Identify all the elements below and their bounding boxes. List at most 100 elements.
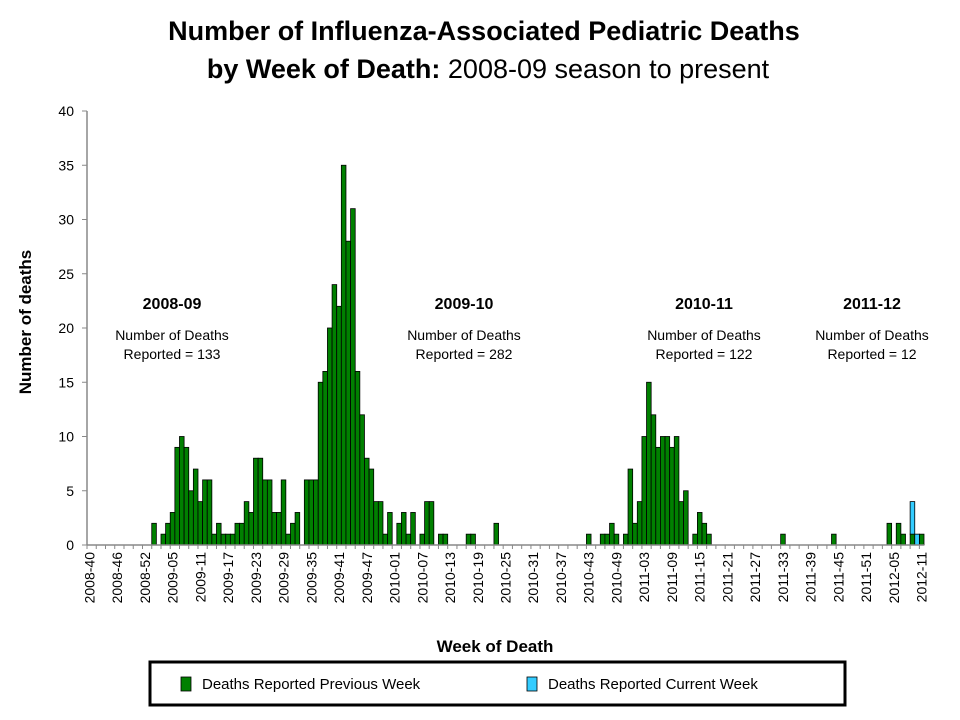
x-tick-label: 2012-05 xyxy=(886,552,902,604)
x-tick-label: 2010-01 xyxy=(387,552,403,604)
bar-previous-week-2010-51 xyxy=(623,533,629,546)
season-deaths-label: Number of Deaths xyxy=(115,327,229,343)
bar-previous-week-2009-30 xyxy=(285,533,291,546)
x-tick-label: 2010-43 xyxy=(581,552,597,604)
bar-previous-week-2009-51 xyxy=(382,533,388,546)
bar-previous-week-2009-17 xyxy=(225,533,231,546)
bar-previous-week-2009-13 xyxy=(206,479,213,546)
bar-previous-week-2009-50 xyxy=(377,501,384,546)
bar-previous-week-2009-25 xyxy=(262,479,268,546)
bar-previous-week-2009-35 xyxy=(308,479,314,546)
season-deaths-count: Reported = 133 xyxy=(124,346,221,362)
bar-previous-week-2010-12 xyxy=(442,533,449,546)
bar-previous-week-2011-03 xyxy=(641,436,647,546)
x-tick-label: 2008-46 xyxy=(109,552,125,604)
bar-previous-week-2010-03 xyxy=(401,512,407,546)
bar-previous-week-2009-20 xyxy=(239,522,245,546)
x-tick-label: 2009-05 xyxy=(165,552,181,604)
bar-previous-week-2009-12 xyxy=(202,479,208,546)
bar-previous-week-2009-16 xyxy=(220,533,227,546)
bar-previous-week-2010-09 xyxy=(428,501,435,546)
bar-previous-week-2009-01 xyxy=(151,522,157,546)
season-label-2009-10: 2009-10 xyxy=(435,296,494,313)
bar-previous-week-2010-11 xyxy=(438,533,444,546)
bar-previous-week-2009-34 xyxy=(303,479,310,546)
annotations-group: 2008-09 Number of Deaths Reported = 133 200… xyxy=(115,296,929,362)
bar-previous-week-2011-14 xyxy=(692,533,698,546)
bar-previous-week-2010-23 xyxy=(493,522,499,546)
legend-box xyxy=(148,660,847,707)
bar-previous-week-2010-49 xyxy=(613,533,620,546)
bar-previous-week-2009-27 xyxy=(271,512,277,546)
bar-previous-week-2011-08 xyxy=(664,436,671,546)
x-tick-label: 2010-13 xyxy=(442,552,458,604)
chart-title-line2-normal: 2008-09 season to present xyxy=(440,54,769,84)
y-axis-label: Number of deaths xyxy=(16,250,35,395)
bar-previous-week-2009-08 xyxy=(183,446,190,546)
x-tick-label: 2009-47 xyxy=(359,552,375,604)
bar-previous-week-2011-01 xyxy=(632,522,638,546)
bar-previous-week-2009-23 xyxy=(253,457,259,546)
bar-previous-week-2009-28 xyxy=(276,512,282,546)
x-tick-label: 2011-03 xyxy=(636,552,652,603)
bar-previous-week-2010-48 xyxy=(609,522,615,546)
bar-previous-week-2012-04 xyxy=(886,522,893,546)
legend-label-previous-week: Deaths Reported Previous Week xyxy=(202,676,421,693)
x-tick-label: 2011-21 xyxy=(719,552,735,603)
bar-previous-week-2009-14 xyxy=(211,533,217,546)
x-tick-label: 2011-09 xyxy=(664,552,680,603)
season-deaths-count: Reported = 282 xyxy=(416,346,513,362)
x-tick-label: 2009-17 xyxy=(220,552,236,604)
bar-previous-week-2009-21 xyxy=(243,501,250,546)
bar-previous-week-2012-09 xyxy=(909,533,916,546)
bar-previous-week-2010-46 xyxy=(599,533,606,546)
axes-group: 0 5 10 15 20 25 30 35 40 2008-40 2008-46 2008-52 200… xyxy=(58,103,929,603)
x-tick-label: 2010-49 xyxy=(608,552,624,604)
legend-swatch-previous-week xyxy=(180,676,192,692)
bar-previous-week-2010-04 xyxy=(405,533,412,546)
bar-previous-week-2011-17 xyxy=(706,533,712,546)
x-tick-label: 2011-15 xyxy=(692,552,708,603)
x-tick-label: 2012-11 xyxy=(914,552,930,603)
bar-previous-week-2012-06 xyxy=(895,522,902,546)
bar-previous-week-2009-09 xyxy=(188,490,194,546)
bar-previous-week-2009-52 xyxy=(387,512,393,546)
bar-previous-week-2011-10 xyxy=(673,436,680,546)
y-tick-label: 30 xyxy=(58,212,74,228)
bar-previous-week-2009-45 xyxy=(354,370,361,546)
bar-previous-week-2009-11 xyxy=(197,501,204,546)
bar-previous-week-2009-49 xyxy=(373,501,379,546)
season-deaths-count: Reported = 12 xyxy=(827,346,916,362)
season-label-2010-11: 2010-11 xyxy=(675,296,733,313)
bar-previous-week-2009-22 xyxy=(248,512,254,546)
x-tick-label: 2010-07 xyxy=(414,552,430,604)
bar-previous-week-2010-08 xyxy=(424,501,430,546)
bar-previous-week-2009-43 xyxy=(345,240,351,546)
bar-previous-week-2009-41 xyxy=(336,305,342,546)
y-tick-label: 20 xyxy=(58,320,74,336)
x-tick-label: 2010-31 xyxy=(525,552,541,604)
x-tick-label: 2010-37 xyxy=(553,552,569,604)
bar-previous-week-2009-36 xyxy=(313,479,319,546)
bar-previous-week-2009-38 xyxy=(322,370,328,546)
bar-previous-week-2011-15 xyxy=(697,512,703,546)
x-tick-label: 2009-23 xyxy=(248,552,264,604)
bar-previous-week-2011-02 xyxy=(636,501,643,546)
bar-previous-week-2010-05 xyxy=(410,512,416,546)
chart-title-line2: by Week of Death: 2008-09 season to pres… xyxy=(207,54,770,84)
x-tick-label: 2011-45 xyxy=(830,552,846,603)
bar-previous-week-2009-42 xyxy=(340,164,347,546)
bar-previous-week-2010-47 xyxy=(604,533,610,546)
bar-previous-week-2009-07 xyxy=(179,436,185,546)
x-tick-label: 2009-41 xyxy=(331,552,347,604)
bar-previous-week-2012-07 xyxy=(900,533,906,546)
bar-previous-week-2011-44 xyxy=(831,533,837,546)
x-tick-label: 2008-52 xyxy=(137,552,153,604)
bar-previous-week-2011-33 xyxy=(780,533,786,546)
bar-previous-week-2010-52 xyxy=(627,468,634,546)
bar-previous-week-2011-07 xyxy=(660,436,666,546)
bar-previous-week-2011-05 xyxy=(650,414,657,546)
y-tick-label: 40 xyxy=(58,103,74,119)
season-label-2008-09: 2008-09 xyxy=(143,296,202,313)
